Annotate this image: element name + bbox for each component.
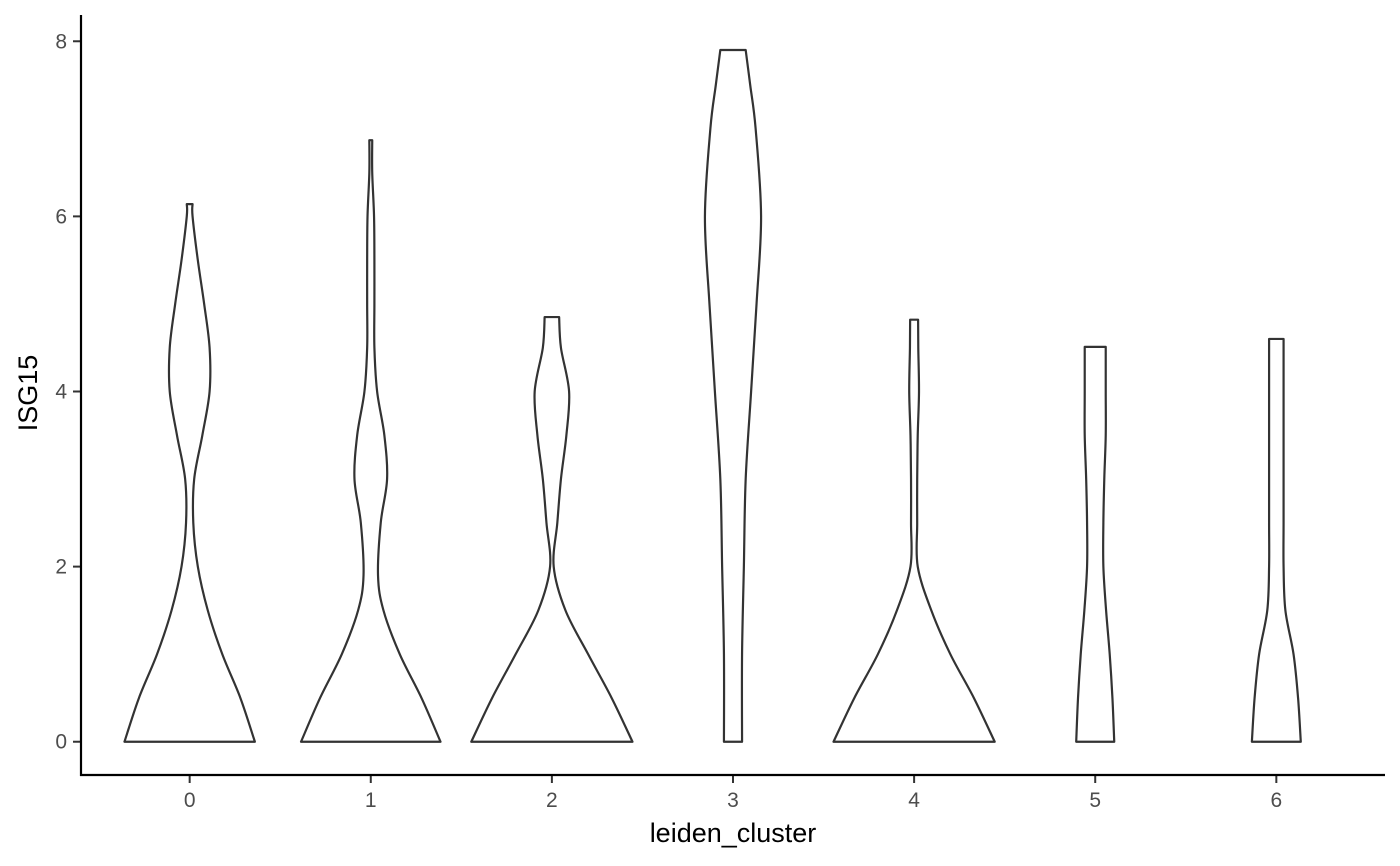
y-axis-ticks: 0 2 4 6 8	[55, 30, 81, 754]
y-tick-label: 2	[55, 556, 67, 579]
violin-cluster-4	[832, 318, 996, 743]
y-tick-label: 4	[55, 380, 67, 403]
x-tick-label: 1	[365, 789, 377, 812]
y-tick-label: 8	[55, 30, 67, 53]
violin-cluster-1	[299, 139, 442, 743]
x-axis-title: leiden_cluster	[650, 818, 817, 848]
violin-cluster-3	[703, 48, 763, 743]
violin-series	[123, 48, 1302, 743]
violin-cluster-5	[1075, 345, 1116, 743]
x-tick-label: 6	[1270, 789, 1282, 812]
y-tick-label: 6	[55, 205, 67, 228]
x-tick-label: 3	[727, 789, 739, 812]
x-tick-label: 0	[184, 789, 196, 812]
violin-cluster-0	[123, 203, 256, 743]
y-axis-title: ISG15	[13, 355, 43, 432]
x-tick-label: 4	[908, 789, 920, 812]
x-axis-ticks: 0 1 2 3 4 5 6	[184, 775, 1282, 812]
violin-cluster-2	[470, 315, 634, 743]
y-tick-label: 0	[55, 731, 67, 754]
violin-cluster-6	[1250, 337, 1302, 743]
x-tick-label: 2	[546, 789, 558, 812]
x-tick-label: 5	[1089, 789, 1101, 812]
